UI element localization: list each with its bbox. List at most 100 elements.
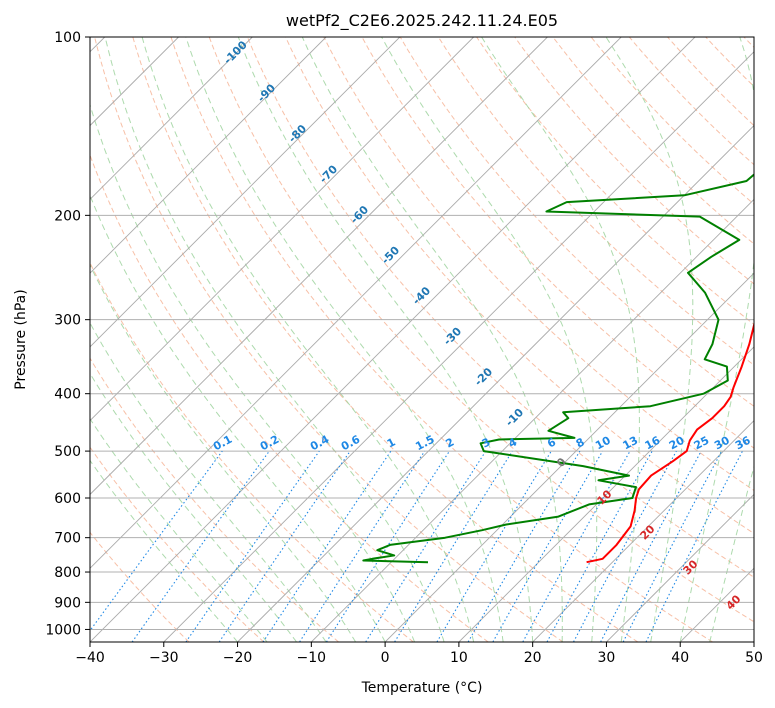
moist-adiabat-line: [679, 37, 754, 642]
dry-adiabat-line: [170, 37, 713, 642]
mixing-ratio-label: 2: [443, 435, 456, 450]
isotherm-line: [90, 37, 253, 200]
mixing-ratio-line: [325, 450, 450, 642]
dry-adiabat-line: [552, 37, 754, 245]
mixing-ratio-line: [90, 450, 223, 632]
isotherm-line: [384, 272, 754, 642]
dry-adiabat-line: [90, 153, 489, 642]
moist-adiabat-line: [141, 37, 475, 642]
dewpoint-profile-line: [362, 173, 754, 564]
mixing-ratio-label: 16: [643, 434, 663, 453]
moist-adiabat-line: [301, 37, 563, 642]
x-axis-label: Temperature (°C): [361, 680, 483, 696]
mixing-ratio-line: [522, 450, 631, 642]
mixing-ratio-label: 36: [733, 434, 753, 453]
moist-adiabat-line: [104, 37, 445, 642]
y-tick-label: 600: [54, 491, 81, 507]
moist-adiabat-label: -80: [286, 122, 309, 145]
y-tick-label: 500: [54, 444, 81, 460]
y-axis-label: Pressure (hPa): [13, 289, 29, 389]
isotherm-line: [90, 37, 327, 274]
moist-adiabat-label: -50: [379, 243, 402, 266]
mixing-ratio-line: [546, 450, 653, 642]
moist-adiabat-line: [90, 417, 268, 642]
dry-adiabat-line: [132, 37, 639, 642]
x-tick-label: −10: [297, 650, 327, 666]
x-tick-label: 10: [450, 650, 468, 666]
mixing-ratio-label: 0.6: [339, 433, 363, 454]
moist-adiabat-line: [90, 372, 297, 642]
y-tick-label: 800: [54, 565, 81, 581]
dry-adiabat-label: 10: [595, 487, 615, 507]
dry-adiabat-label: 20: [638, 522, 658, 542]
mixing-ratio-line: [645, 450, 743, 642]
moist-adiabat-line: [709, 464, 754, 642]
temperature-profile-line: [586, 321, 754, 564]
moist-adiabat-line: [90, 194, 386, 642]
dry-adiabat-line: [476, 37, 754, 325]
mixing-ratio-line: [262, 450, 392, 642]
dry-adiabat-line: [514, 37, 754, 285]
dry-adiabat-line: [705, 37, 754, 88]
x-tick-label: 30: [598, 650, 616, 666]
x-tick-label: 50: [745, 650, 763, 666]
mixing-ratio-line: [394, 450, 513, 642]
mixing-ratio-label: 1.5: [413, 433, 436, 454]
mixing-ratio-label: 25: [692, 434, 712, 453]
mixing-ratio-label: 0.1: [211, 433, 234, 454]
mixing-ratio-line: [218, 450, 351, 642]
y-tick-label: 300: [54, 313, 81, 329]
dry-adiabat-line: [285, 37, 754, 535]
moist-adiabat-line: [381, 37, 598, 642]
dry-adiabat-line: [667, 37, 754, 127]
moist-adiabat-line: [90, 322, 327, 642]
isotherm-line: [679, 567, 754, 642]
x-tick-label: −40: [75, 650, 105, 666]
dry-adiabat-line: [590, 37, 754, 205]
x-tick-label: −20: [223, 650, 253, 666]
mixing-ratio-label: 13: [621, 434, 641, 453]
y-tick-label: 200: [54, 208, 81, 224]
mixing-ratio-label: 1: [385, 435, 398, 450]
dry-adiabat-line: [94, 37, 564, 642]
x-tick-label: 20: [524, 650, 542, 666]
plot-area: [90, 37, 754, 642]
mixing-ratio-label: 20: [667, 434, 687, 453]
chart-title: wetPf2_C2E6.2025.242.11.24.E05: [285, 11, 559, 30]
moist-adiabat-line: [90, 103, 416, 642]
moist-adiabat-label: -100: [221, 38, 250, 67]
dry-adiabat-line: [323, 37, 754, 492]
moist-adiabat-line: [185, 37, 504, 642]
isotherm-line: [163, 51, 754, 642]
mixing-ratio-line: [467, 450, 581, 642]
dry-adiabat-line: [437, 37, 754, 366]
moist-adiabat-label: -20: [472, 365, 495, 388]
dry-adiabat-line: [361, 37, 754, 449]
mixing-ratio-label: 0.4: [308, 433, 332, 454]
isotherm-line: [90, 37, 401, 348]
moist-adiabat-label: -60: [348, 203, 371, 226]
moist-adiabat-label: -70: [317, 162, 340, 185]
dry-adiabat-line: [90, 261, 414, 642]
y-tick-label: 400: [54, 387, 81, 403]
moist-adiabat-label: -10: [503, 406, 526, 429]
y-tick-label: 1000: [45, 622, 81, 638]
dry-adiabat-line: [90, 357, 339, 642]
moist-adiabat-line: [237, 37, 534, 642]
mixing-ratio-label: 10: [593, 434, 613, 453]
y-tick-label: 900: [54, 595, 81, 611]
isotherm-line: [90, 37, 696, 642]
dry-adiabat-label: 0: [554, 455, 569, 470]
plot-frame: [89, 36, 755, 643]
moist-adiabat-label: -40: [410, 284, 433, 307]
y-tick-label: 100: [54, 30, 81, 46]
mixing-ratio-label: 4: [506, 435, 519, 450]
y-tick-label: 700: [54, 531, 81, 547]
isotherm-line: [90, 37, 548, 496]
moist-adiabat-line: [605, 37, 694, 642]
mixing-ratio-label: 8: [574, 435, 587, 450]
mixing-ratio-line: [131, 450, 270, 642]
x-tick-label: 0: [381, 650, 390, 666]
dry-adiabat-line: [90, 446, 265, 642]
